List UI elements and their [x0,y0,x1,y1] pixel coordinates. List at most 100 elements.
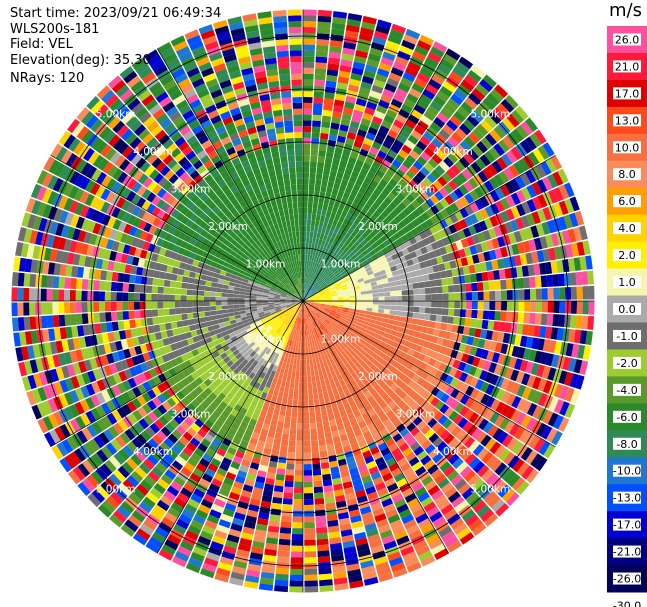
velocity-gate [457,417,469,429]
velocity-gate [358,365,366,374]
velocity-gate [276,396,283,404]
velocity-gate [52,235,61,249]
velocity-gate [340,282,347,287]
velocity-gate [378,296,385,301]
velocity-gate [198,311,206,318]
velocity-gate [308,335,312,342]
velocity-gate [499,417,511,431]
velocity-gate [216,447,227,457]
velocity-gate [211,277,219,283]
velocity-gate [81,302,88,313]
velocity-gate [314,185,321,192]
velocity-gate [157,404,168,415]
velocity-gate [256,296,263,299]
velocity-gate [384,328,392,334]
velocity-gate [319,316,325,322]
velocity-gate [163,287,170,294]
velocity-gate [160,473,173,485]
velocity-gate [286,294,293,298]
velocity-gate [132,337,140,347]
velocity-gate [232,326,240,332]
velocity-gate [321,322,327,329]
velocity-gate [172,404,182,415]
velocity-gate [337,330,344,336]
velocity-gate [157,220,167,230]
velocity-gate [332,110,343,119]
velocity-gate [397,399,407,409]
velocity-gate [322,312,329,317]
velocity-gate [308,302,315,304]
velocity-gate [585,330,593,346]
velocity-gate [308,296,314,299]
velocity-gate [412,50,427,62]
velocity-gate [159,457,171,469]
velocity-gate [406,222,416,231]
velocity-gate [158,316,165,324]
velocity-gate [147,269,155,278]
velocity-gate [474,328,482,338]
velocity-gate [369,363,377,371]
velocity-gate [151,285,158,294]
velocity-gate [402,124,414,135]
velocity-gate [296,335,300,342]
velocity-gate [318,291,325,295]
velocity-gate [468,327,476,337]
velocity-gate [355,415,364,424]
velocity-gate [298,341,301,348]
velocity-gate [270,508,282,516]
velocity-gate [425,218,434,228]
velocity-gate [364,522,377,532]
velocity-gate [199,478,211,489]
velocity-gate [384,362,393,371]
velocity-gate [449,191,459,202]
velocity-gate [307,272,311,279]
velocity-gate [100,188,111,201]
velocity-gate [331,268,338,274]
velocity-gate [343,389,351,397]
velocity-gate [315,319,321,326]
velocity-gate [211,319,219,326]
velocity-gate [131,256,140,266]
velocity-gate [403,376,412,385]
velocity-gate [471,478,485,491]
velocity-gate [376,183,385,193]
velocity-gate [505,380,516,393]
velocity-gate [405,154,417,165]
velocity-gate [474,186,485,199]
velocity-gate [261,319,268,325]
velocity-gate [170,358,179,368]
velocity-gate [256,298,263,301]
velocity-gate [324,254,329,261]
velocity-gate [261,495,272,503]
velocity-gate [74,202,85,216]
velocity-gate [287,451,296,459]
velocity-gate [58,394,69,408]
velocity-gate [247,330,255,336]
velocity-gate [166,397,177,408]
velocity-gate [205,258,213,266]
velocity-gate [192,467,204,478]
velocity-gate [369,90,382,100]
velocity-gate [393,223,402,232]
velocity-gate [375,482,386,492]
velocity-gate [456,527,471,540]
velocity-gate [406,193,416,203]
velocity-gate [276,420,284,428]
velocity-gate [257,342,264,349]
velocity-gate [308,301,315,303]
velocity-gate [432,232,442,242]
velocity-gate [269,310,276,314]
velocity-gate [221,371,229,380]
velocity-gate [325,210,332,218]
velocity-gate [408,179,418,190]
velocity-gate [147,438,159,450]
velocity-gate [209,509,222,519]
velocity-gate [308,298,315,301]
velocity-gate [265,537,279,545]
velocity-gate [265,315,272,320]
velocity-gate [471,144,484,157]
velocity-gate [211,503,224,514]
velocity-gate [339,523,352,532]
velocity-gate [48,328,56,342]
velocity-gate [505,208,515,221]
